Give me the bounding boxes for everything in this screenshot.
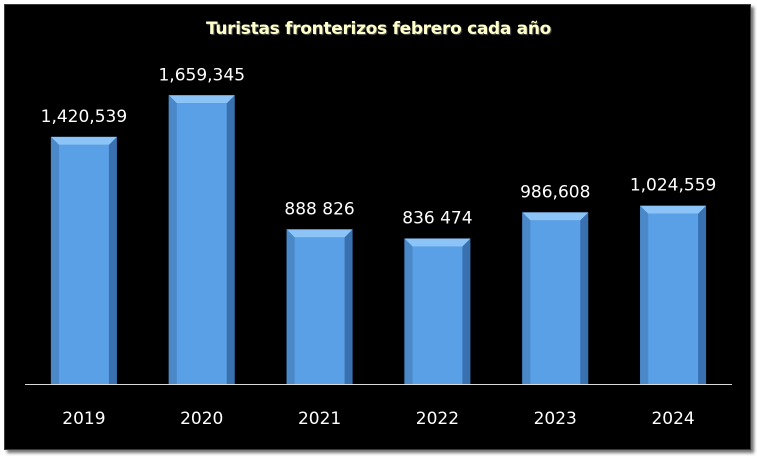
data-label-2019: 1,420,539 bbox=[41, 107, 128, 127]
data-label-2020: 1,659,345 bbox=[158, 65, 245, 85]
bar-face bbox=[412, 246, 463, 384]
x-tick-label-2023: 2023 bbox=[534, 409, 577, 429]
x-tick-label-2020: 2020 bbox=[180, 409, 223, 429]
bar-left-bevel bbox=[522, 212, 531, 384]
bar-left-bevel bbox=[404, 238, 413, 384]
chart-frame bbox=[4, 4, 751, 450]
x-tick-label-2021: 2021 bbox=[298, 409, 341, 429]
data-label-2021: 888 826 bbox=[284, 199, 354, 219]
bar-face bbox=[176, 103, 227, 384]
bar-left-bevel bbox=[640, 205, 649, 384]
x-tick-label-2024: 2024 bbox=[651, 409, 694, 429]
bar-face bbox=[530, 220, 581, 384]
bar-face bbox=[294, 237, 345, 384]
bar-left-bevel bbox=[168, 95, 177, 384]
bar-left-bevel bbox=[50, 136, 59, 384]
bar-face bbox=[58, 144, 109, 384]
data-label-2024: 1,024,559 bbox=[630, 176, 717, 196]
bar-top-bevel bbox=[404, 238, 471, 247]
bar-left-bevel bbox=[286, 229, 295, 384]
bar-top-bevel bbox=[50, 136, 117, 145]
x-tick-label-2019: 2019 bbox=[62, 409, 105, 429]
bar-face bbox=[648, 213, 699, 384]
x-tick-label-2022: 2022 bbox=[416, 409, 459, 429]
bar-top-bevel bbox=[522, 212, 589, 221]
bar-top-bevel bbox=[286, 229, 353, 238]
data-label-2022: 836 474 bbox=[402, 208, 472, 228]
bar-top-bevel bbox=[640, 205, 707, 214]
chart-title: Turistas fronterizos febrero cada año bbox=[205, 19, 552, 39]
bar-top-bevel bbox=[168, 95, 235, 104]
data-label-2023: 986,608 bbox=[520, 182, 590, 202]
